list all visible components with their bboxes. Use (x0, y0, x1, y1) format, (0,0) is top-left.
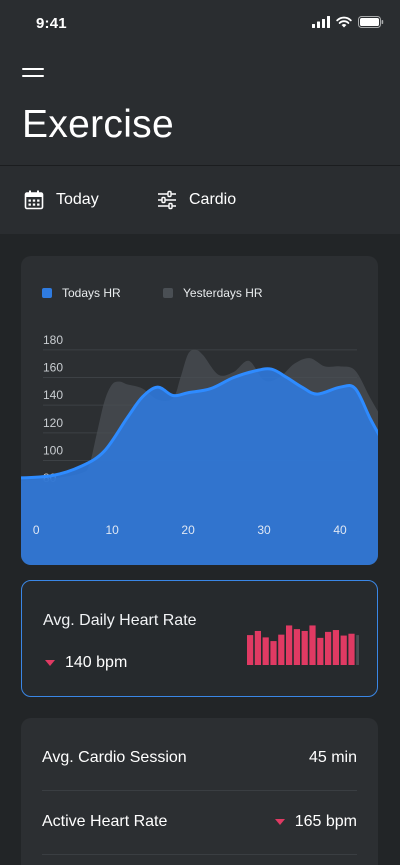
daily-bar (247, 635, 254, 665)
avg-daily-title: Avg. Daily Heart Rate (43, 612, 197, 629)
type-filter-label: Cardio (189, 191, 237, 208)
heart-rate-chart: 80100120140160180010203040 (21, 333, 378, 565)
stat-label-active-heart-rate: Active Heart Rate (42, 813, 168, 830)
filter-bar: Today Cardio (0, 166, 400, 234)
date-filter-label: Today (56, 191, 99, 208)
stat-label-cardio-session: Avg. Cardio Session (42, 749, 187, 766)
daily-bar (262, 637, 269, 665)
daily-bar (270, 641, 277, 665)
sliders-icon (158, 190, 176, 210)
series-area-today (21, 368, 378, 565)
cellular-signal-icon (312, 16, 330, 28)
avg-daily-value: 140 bpm (65, 654, 128, 671)
page-title: Exercise (22, 103, 174, 146)
daily-bar (293, 629, 300, 665)
legend-label-yesterday: Yesterdays HR (183, 286, 263, 300)
daily-bar (340, 635, 347, 665)
stat-row-cardio-session: Avg. Cardio Session 45 min (42, 726, 357, 790)
x-tick-label: 0 (33, 523, 40, 537)
legend-swatch-today (42, 288, 52, 298)
daily-heart-rate-bars (247, 625, 359, 665)
status-bar: 9:41 (0, 0, 400, 46)
y-tick-label: 160 (43, 361, 63, 375)
legend-label-today: Todays HR (62, 286, 121, 300)
date-filter[interactable]: Today (24, 190, 99, 210)
status-icons (312, 16, 384, 28)
avg-daily-value-row: 140 bpm (45, 654, 127, 672)
stat-row-active-heart-rate: Active Heart Rate 165 bpm (42, 790, 357, 854)
daily-bar-muted (356, 635, 359, 665)
stat-value-cardio-session: 45 min (308, 749, 357, 766)
daily-bar (286, 625, 293, 665)
menu-line-top (22, 68, 44, 70)
wifi-icon (336, 16, 352, 28)
heart-rate-chart-card: Todays HR Yesterdays HR 8010012014016018… (21, 256, 378, 565)
series-line-today (21, 367, 378, 480)
daily-bar (278, 634, 285, 665)
status-time: 9:41 (36, 15, 67, 32)
x-tick-label: 40 (333, 523, 347, 537)
y-tick-label: 100 (43, 444, 63, 458)
legend-swatch-yesterday (163, 288, 173, 298)
legend-item-yesterday: Yesterdays HR (163, 286, 263, 300)
battery-icon (358, 16, 384, 28)
daily-bar (254, 630, 261, 665)
x-tick-label: 20 (181, 523, 195, 537)
daily-bar (348, 633, 355, 665)
stat-value-active-heart-rate-row: 165 bpm (274, 813, 357, 831)
y-tick-label: 180 (43, 333, 63, 347)
x-tick-label: 30 (257, 523, 271, 537)
daily-bar (317, 637, 324, 665)
y-tick-label: 140 (43, 388, 63, 402)
avg-daily-heart-rate-card[interactable]: Avg. Daily Heart Rate 140 bpm (21, 580, 378, 697)
daily-bar (301, 630, 308, 665)
daily-bar (325, 631, 332, 665)
x-tick-label: 10 (105, 523, 119, 537)
calendar-icon (24, 190, 44, 210)
stat-divider (42, 854, 357, 855)
header-divider (0, 165, 400, 166)
trend-down-icon (45, 660, 55, 666)
daily-bar (332, 630, 339, 665)
trend-down-icon (274, 819, 285, 825)
menu-button[interactable] (22, 62, 46, 82)
app-header: 9:41 Exercise (0, 0, 400, 165)
legend-item-today: Todays HR (42, 286, 121, 300)
stat-value-active-heart-rate: 165 bpm (294, 813, 357, 830)
stats-card: Avg. Cardio Session 45 min Active Heart … (21, 718, 378, 865)
stat-divider (42, 790, 357, 791)
daily-bar (309, 625, 316, 665)
menu-line-bottom (22, 75, 44, 77)
y-tick-label: 120 (43, 416, 63, 430)
type-filter[interactable]: Cardio (157, 190, 236, 210)
